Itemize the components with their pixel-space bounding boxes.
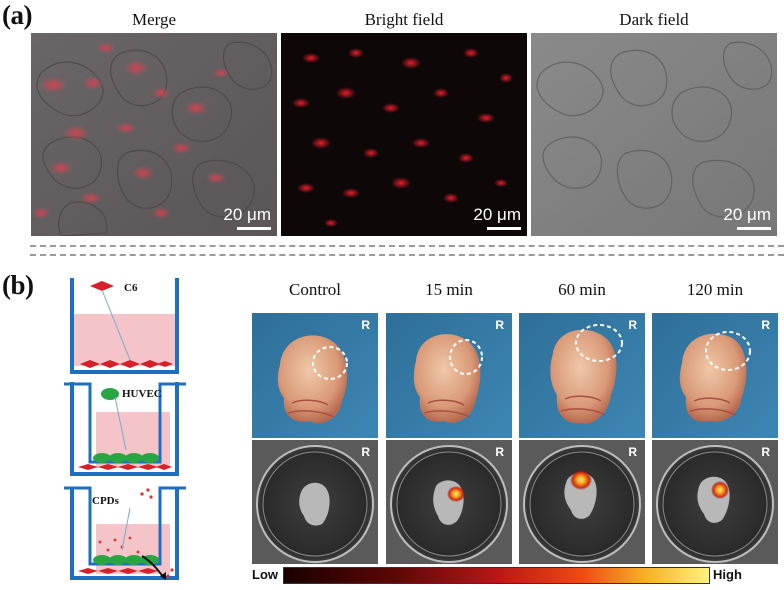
well-huvec-diagram	[64, 382, 186, 476]
side-mark-r: R	[761, 318, 770, 332]
brain-fluorescence-120-min: R	[652, 440, 778, 564]
side-mark-r: R	[361, 445, 370, 459]
scale-bar-label: 20 μm	[473, 205, 521, 224]
brain-photo-120-min: R	[652, 313, 778, 438]
scale-bar-label: 20 μm	[723, 205, 771, 224]
intensity-colorbar	[283, 567, 710, 584]
colorbar-high-label: High	[713, 567, 742, 582]
label-c6: C6	[124, 282, 138, 294]
label-cpds: CPDs	[92, 495, 119, 507]
scale-bar: 20 μm	[473, 206, 521, 230]
section-divider	[30, 245, 784, 247]
side-mark-r: R	[495, 445, 504, 459]
brain-photo-15-min: R	[386, 313, 512, 438]
column-title-control: Control	[289, 280, 341, 299]
scale-bar-label: 20 μm	[223, 205, 271, 224]
dark-field-micrograph: 20 μm	[531, 33, 777, 236]
side-mark-r: R	[628, 445, 637, 459]
title-merge: Merge	[131, 10, 177, 29]
colorbar-low-label: Low	[252, 567, 278, 582]
bright-field-micrograph: 20 μm	[281, 33, 527, 236]
transwell-schematic: C6 HUVEC CPDs	[60, 272, 200, 584]
well-c6-diagram	[70, 278, 179, 374]
side-mark-r: R	[361, 318, 370, 332]
side-mark-r: R	[628, 318, 637, 332]
brain-fluorescence-15-min: R	[386, 440, 512, 564]
side-mark-r: R	[495, 318, 504, 332]
label-huvec: HUVEC	[122, 388, 162, 400]
brain-fluorescence-60-min: R	[519, 440, 645, 564]
brain-photo-control: R	[252, 313, 378, 438]
merge-micrograph: 20 μm	[31, 33, 277, 236]
column-title-60-min: 60 min	[558, 280, 606, 299]
column-title-15-min: 15 min	[425, 280, 473, 299]
brain-photo-60-min: R	[519, 313, 645, 438]
panel-a-label: (a)	[2, 0, 32, 30]
brain-fluorescence-control: R	[252, 440, 378, 564]
section-divider	[30, 254, 784, 256]
scale-bar: 20 μm	[723, 206, 771, 230]
well-cpds-diagram	[64, 486, 186, 580]
scale-bar: 20 μm	[223, 206, 271, 230]
side-mark-r: R	[761, 445, 770, 459]
title-dark-field: Dark field	[619, 10, 689, 29]
column-title-120-min: 120 min	[686, 280, 744, 299]
title-bright-field: Bright field	[364, 10, 444, 29]
panel-b-label: (b)	[2, 270, 34, 300]
